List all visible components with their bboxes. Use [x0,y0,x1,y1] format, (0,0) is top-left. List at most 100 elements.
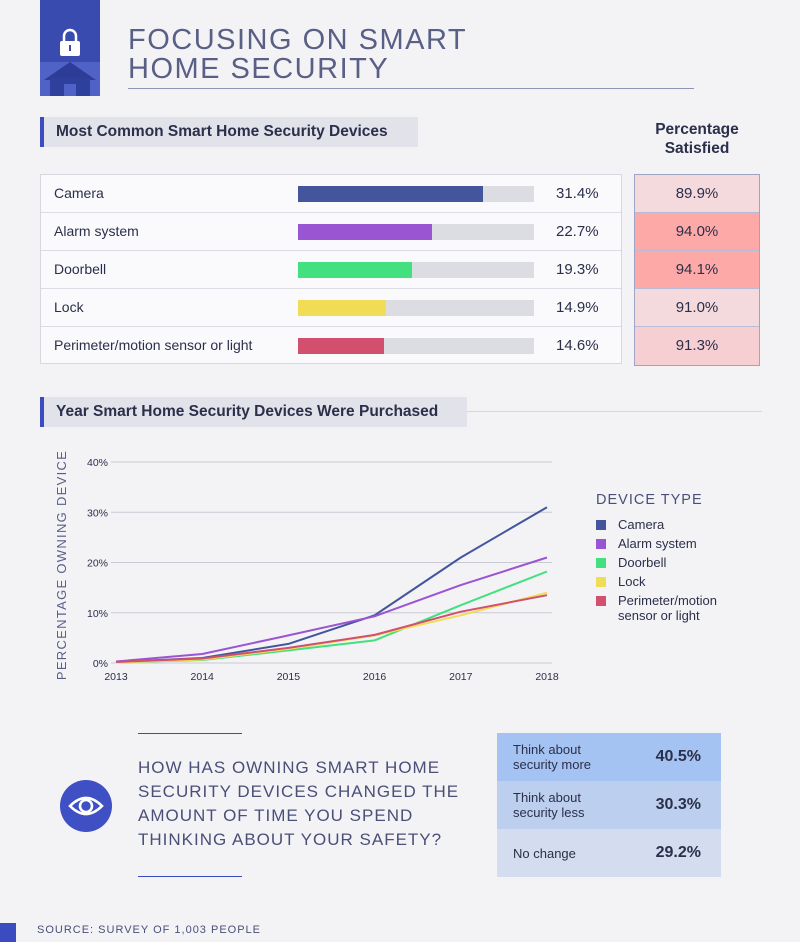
answer-label-line-1: Think about [513,790,581,805]
answer-row: No change 29.2% [497,829,721,877]
y-tick-label: 10% [87,608,108,620]
device-label: Camera [54,185,104,201]
answer-label-line-2: security less [513,805,585,820]
x-tick-label: 2016 [363,671,387,683]
legend-swatch [596,520,606,530]
chart-legend: DEVICE TYPE Camera Alarm system Doorbell Lo… [596,492,796,627]
device-label: Lock [54,299,84,315]
series-line-camera [115,506,548,663]
satisfied-table: 89.9% 94.0% 94.1% 91.0% 91.3% [634,174,760,366]
y-tick-label: 30% [87,507,108,519]
bar-doorbell [298,262,412,278]
x-tick-label: 2014 [191,671,215,683]
header-badge [40,0,100,96]
bar-camera [298,186,484,202]
series-line-doorbell [115,570,548,664]
y-tick-label: 40% [87,457,108,469]
bar-value-label: 14.9% [556,299,599,316]
section-divider [467,411,762,412]
title-divider [128,88,694,89]
legend-label: Lock [618,574,646,589]
legend-swatch [596,558,606,568]
satisfied-cell-camera: 89.9% [635,175,759,213]
footer-mark [0,923,16,942]
series-line-perimeter-motion-sensor-or-light [115,594,548,663]
legend-swatch [596,596,606,606]
title-line-1: FOCUSING ON SMART [128,24,468,56]
x-tick-label: 2013 [104,671,128,683]
device-row-perimeter-motion-sensor-or-light: Perimeter/motion sensor or light 14.6% [41,327,621,365]
satisfied-cell-perimeter-motion-sensor-or-light: 91.3% [635,327,759,365]
x-tick-label: 2015 [277,671,301,683]
title-line-2: HOME SECURITY [128,53,390,85]
bar-alarm-system [298,224,432,240]
legend-item-perimeter-motion-sensor-or-light: Perimeter/motion sensor or light [596,593,796,623]
device-row-doorbell: Doorbell 19.3% [41,251,621,289]
y-tick-label: 0% [93,658,108,670]
bar-lock [298,300,386,316]
answer-label-line-2: security more [513,757,592,772]
satisfied-heading-line-2: Satisfied [664,140,730,157]
percentage-satisfied-heading: Percentage Satisfied [634,120,760,158]
bar-value-label: 22.7% [556,223,599,240]
source-note: SOURCE: SURVEY OF 1,003 PEOPLE [37,924,262,936]
bar-track [298,338,534,354]
lock-house-icon [40,28,100,96]
bar-value-label: 31.4% [556,185,599,202]
answer-value: 40.5% [655,748,701,765]
legend-label: Camera [618,517,665,532]
satisfied-cell-alarm-system: 94.0% [635,213,759,251]
bar-perimeter-motion-sensor-or-light [298,338,385,354]
legend-item-alarm-system: Alarm system [596,536,796,551]
legend-label: Alarm system [618,536,697,551]
legend-title: DEVICE TYPE [596,492,703,508]
question-top-rule [138,733,242,734]
satisfied-cell-doorbell: 94.1% [635,251,759,289]
answer-label-line-1: No change [513,845,576,861]
legend-label: Doorbell [618,555,667,570]
answer-label: Think about security less [513,781,623,829]
answer-label: No change [513,829,623,877]
answer-row: Think about security more 40.5% [497,733,721,781]
legend-swatch [596,539,606,549]
devices-bar-table: Camera 31.4% Alarm system 22.7% Doorbell 19.3… [40,174,622,364]
device-row-lock: Lock 14.9% [41,289,621,327]
satisfied-cell-lock: 91.0% [635,289,759,327]
bar-track [298,186,534,202]
answer-label: Think about security more [513,733,623,781]
question-bottom-rule [138,876,242,877]
device-label: Doorbell [54,261,107,277]
page-title: FOCUSING ON SMART HOME SECURITY [128,26,467,84]
answer-row: Think about security less 30.3% [497,781,721,829]
device-label: Perimeter/motion sensor or light [54,337,253,353]
legend-label: sensor or light [618,608,700,623]
series-line-lock [115,591,548,664]
question-text: HOW HAS OWNING SMART HOME SECURITY DEVIC… [138,758,460,849]
bar-value-label: 14.6% [556,337,599,354]
answers-table: Think about security more 40.5% Think about… [497,733,721,877]
bar-track [298,262,534,278]
device-row-alarm-system: Alarm system 22.7% [41,213,621,251]
x-tick-label: 2018 [535,671,559,683]
eye-icon [60,780,112,832]
answer-value: 30.3% [655,796,701,813]
series-line-alarm-system [115,556,548,663]
devices-section-heading: Most Common Smart Home Security Devices [40,117,418,147]
bar-track [298,224,534,240]
legend-item-camera: Camera [596,517,796,532]
answer-label-line-1: Think about [513,742,581,757]
purchase-year-line-chart: 0%10%20%30%40% 2013 2014 2015 2016 2017 2018 … [54,450,559,683]
legend-swatch [596,577,606,587]
y-axis-label: PERCENTAGE OWNING DEVICE [54,450,69,680]
device-label: Alarm system [54,223,139,239]
y-tick-label: 20% [87,558,108,570]
bar-value-label: 19.3% [556,261,599,278]
legend-item-doorbell: Doorbell [596,555,796,570]
device-row-camera: Camera 31.4% [41,175,621,213]
satisfied-heading-line-1: Percentage [655,121,739,138]
bar-track [298,300,534,316]
legend-label: Perimeter/motion [618,593,717,608]
x-tick-label: 2017 [449,671,473,683]
purchase-year-section-heading: Year Smart Home Security Devices Were Pu… [40,397,467,427]
answer-value: 29.2% [655,844,701,861]
